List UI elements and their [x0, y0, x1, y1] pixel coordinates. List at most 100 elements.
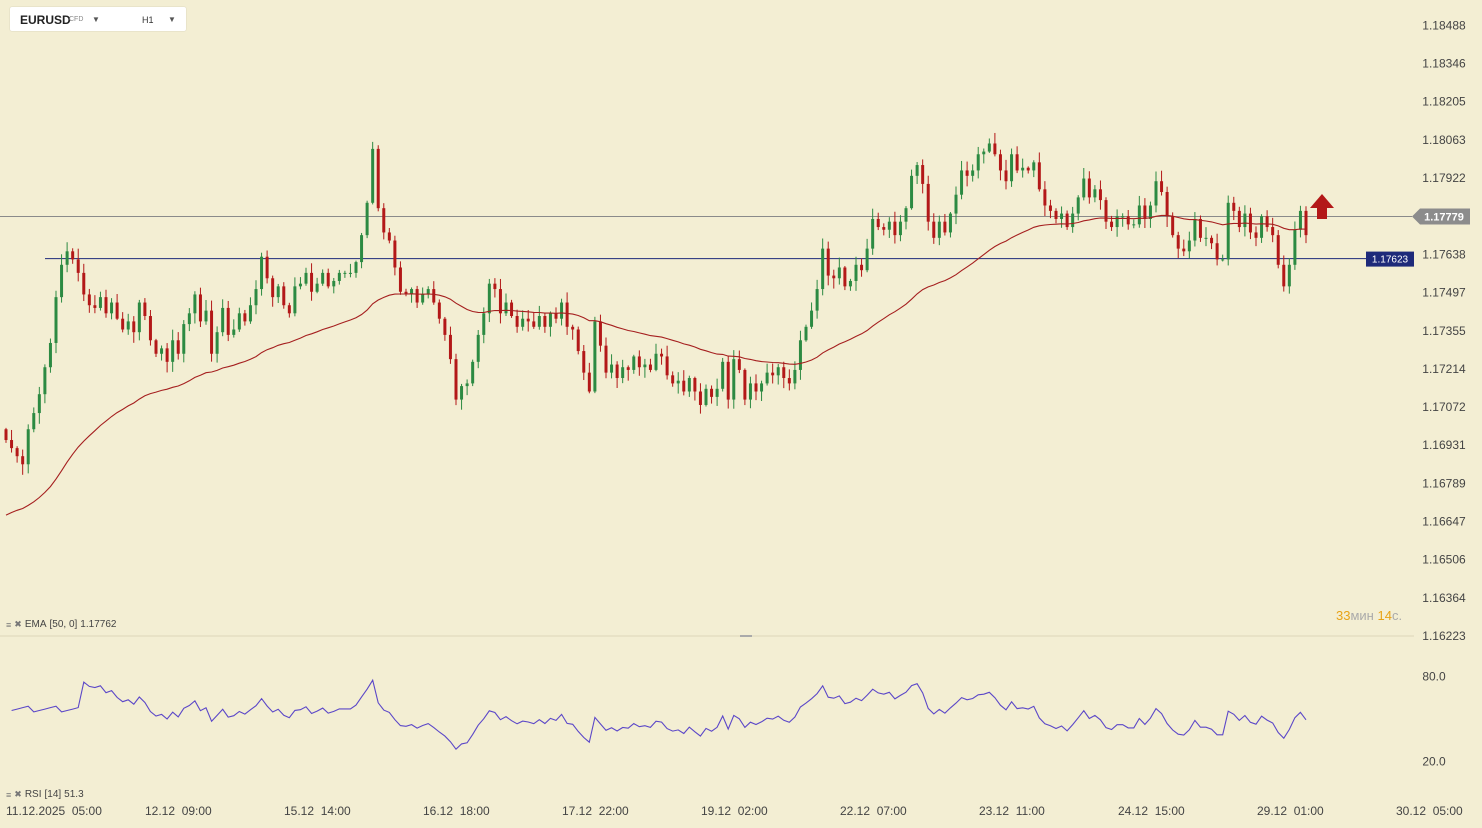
- candle: [10, 429, 14, 453]
- symbol-name[interactable]: EURUSD: [20, 13, 71, 27]
- candle: [604, 337, 608, 379]
- candle: [748, 376, 752, 409]
- candle: [1060, 206, 1064, 228]
- candles: [4, 132, 1308, 475]
- candle: [582, 345, 586, 381]
- candle: [54, 290, 58, 354]
- candle: [1204, 227, 1208, 247]
- menu-icon[interactable]: ≡: [6, 619, 12, 630]
- candle: [532, 312, 536, 329]
- candle: [232, 319, 236, 338]
- candle: [243, 309, 247, 326]
- time-tick-label: 19.12 02:00: [701, 804, 768, 818]
- candle: [521, 310, 525, 331]
- candle: [515, 309, 519, 333]
- rsi-axis: 80.0 20.0: [1422, 669, 1446, 768]
- candle: [171, 329, 175, 372]
- time-tick-label: 30.12 05:00: [1396, 804, 1463, 818]
- candle: [1137, 195, 1141, 228]
- candle: [621, 359, 625, 384]
- candle: [154, 338, 158, 357]
- close-icon[interactable]: ✖: [14, 789, 22, 799]
- candle: [21, 449, 25, 475]
- up-arrow-icon[interactable]: [1310, 194, 1334, 219]
- candle: [1065, 210, 1069, 230]
- candle: [1237, 206, 1241, 233]
- candle: [87, 288, 91, 313]
- candle: [60, 254, 64, 303]
- candle: [332, 277, 336, 294]
- candle: [260, 252, 264, 296]
- level-price-tag: 1.17623: [1366, 251, 1414, 267]
- time-tick-label: 29.12 01:00: [1257, 804, 1324, 818]
- candle: [760, 380, 764, 402]
- time-tick-label: 22.12 07:00: [840, 804, 907, 818]
- candle: [398, 261, 402, 295]
- symbol-dropdown-icon[interactable]: ▼: [92, 15, 100, 24]
- level-price-label: 1.17623: [1372, 255, 1409, 266]
- candle: [715, 378, 719, 406]
- candle: [365, 200, 369, 239]
- candle: [1254, 226, 1258, 247]
- candle: [610, 354, 614, 379]
- price-tick-label: 1.18063: [1422, 133, 1466, 147]
- candle: [793, 361, 797, 390]
- candle: [432, 281, 436, 305]
- ema-legend: ≡ ✖ EMA [50, 0] 1.17762: [6, 619, 116, 630]
- candle: [404, 288, 408, 297]
- candle: [848, 278, 852, 291]
- price-tick-label: 1.16789: [1422, 476, 1466, 490]
- candle: [137, 299, 141, 341]
- candle: [148, 309, 152, 346]
- timeframe-select[interactable]: H1: [142, 15, 154, 25]
- candle: [721, 357, 725, 392]
- timeframe-dropdown-icon[interactable]: ▼: [168, 15, 176, 24]
- candle: [771, 363, 775, 384]
- candle: [304, 267, 308, 286]
- candle: [1165, 186, 1169, 227]
- candle: [176, 332, 180, 360]
- candle: [187, 308, 191, 332]
- candle: [337, 269, 341, 285]
- candle: [1160, 170, 1164, 196]
- candle: [737, 350, 741, 374]
- candle: [437, 299, 441, 324]
- price-tick-label: 1.17072: [1422, 400, 1466, 414]
- candle: [576, 326, 580, 355]
- candle: [898, 215, 902, 242]
- candle: [410, 287, 414, 303]
- candle: [1193, 212, 1197, 247]
- candle-countdown: 33мин 14с.: [1336, 608, 1402, 623]
- candle: [676, 372, 680, 394]
- candle: [971, 164, 975, 182]
- candle: [1232, 196, 1236, 221]
- candle: [682, 370, 686, 396]
- candle: [698, 383, 702, 414]
- candle: [321, 269, 325, 286]
- candle: [1032, 160, 1036, 178]
- price-tick-label: 1.17922: [1422, 171, 1466, 185]
- candle: [1082, 167, 1086, 201]
- candle: [1187, 231, 1191, 259]
- candle: [893, 211, 897, 244]
- candle: [926, 175, 930, 231]
- instrument-type: CFD: [69, 16, 84, 23]
- candle: [726, 356, 730, 409]
- timer-minutes: 33: [1336, 608, 1351, 623]
- candle: [448, 326, 452, 364]
- candle: [1015, 146, 1019, 174]
- candle: [165, 343, 169, 373]
- candle: [37, 386, 41, 424]
- candle: [1148, 201, 1152, 228]
- candle: [1132, 219, 1136, 229]
- candle: [1026, 166, 1030, 174]
- menu-icon[interactable]: ≡: [6, 789, 12, 800]
- candle: [1176, 231, 1180, 259]
- price-tick-label: 1.18488: [1422, 18, 1466, 32]
- candle: [15, 446, 19, 463]
- candle: [1076, 195, 1080, 221]
- candle: [660, 348, 664, 365]
- candle: [732, 350, 736, 409]
- close-icon[interactable]: ✖: [14, 619, 22, 629]
